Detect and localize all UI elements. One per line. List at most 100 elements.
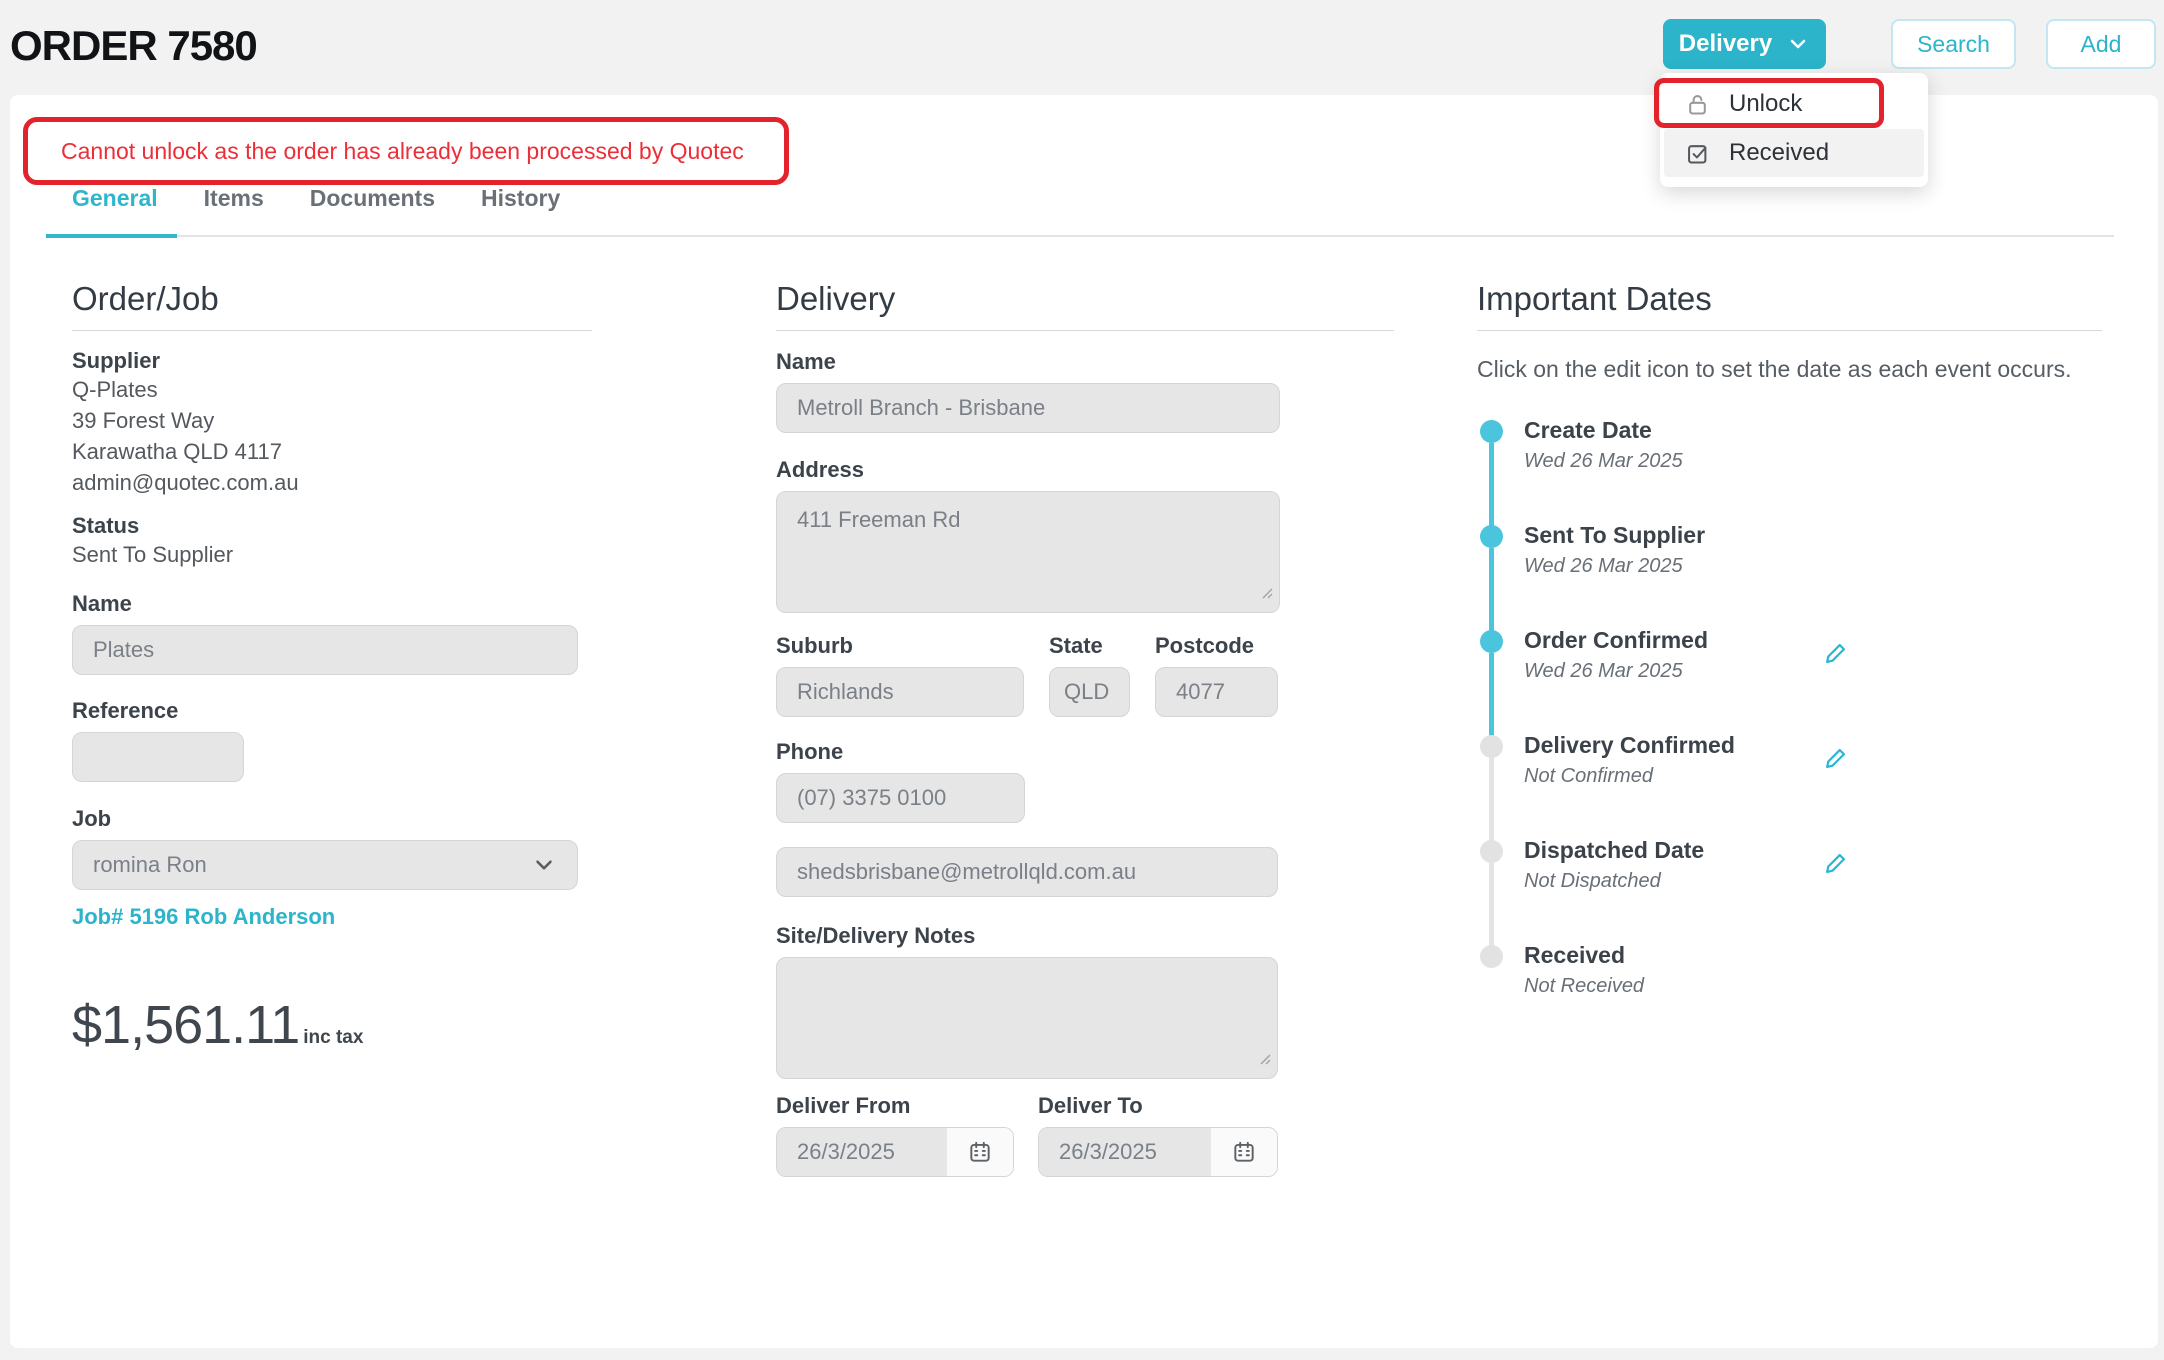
event-date: Wed 26 Mar 2025 [1524, 450, 1683, 472]
supplier-street: 39 Forest Way [72, 408, 215, 433]
delivery-name-label: Name [776, 349, 836, 374]
delivery-name-input[interactable] [776, 383, 1280, 433]
phone-input[interactable] [776, 773, 1025, 823]
timeline-event-create-date: Create Date Wed 26 Mar 2025 [1477, 417, 2125, 526]
event-title: Sent To Supplier [1524, 522, 1706, 548]
state-label: State [1049, 633, 1103, 658]
add-button[interactable]: Add [2046, 19, 2156, 69]
menu-item-label: Unlock [1729, 90, 1803, 117]
timeline-event-sent-to-supplier: Sent To Supplier Wed 26 Mar 2025 [1477, 522, 2125, 631]
address-label: Address [776, 457, 865, 482]
order-total-amount: $1,561.11 [72, 995, 300, 1055]
timeline-connector [1489, 653, 1494, 736]
suburb-label: Suburb [776, 633, 853, 658]
menu-item-received[interactable]: Received [1664, 129, 1924, 177]
timeline-event-delivery-confirmed: Delivery Confirmed Not Confirmed [1477, 732, 2125, 841]
postcode-label: Postcode [1155, 633, 1255, 658]
tab-general[interactable]: General [72, 185, 158, 211]
notes-label: Site/Delivery Notes [776, 923, 976, 948]
order-job-section: Order/Job Supplier Q-Plates 39 Forest Wa… [72, 280, 592, 1056]
chevron-down-icon [1786, 32, 1810, 56]
event-date: Not Dispatched [1524, 870, 1661, 892]
event-date: Not Confirmed [1524, 765, 1653, 787]
edit-icon[interactable] [1822, 849, 1850, 882]
chevron-down-icon [531, 852, 557, 878]
event-title: Order Confirmed [1524, 627, 1709, 653]
reference-label: Reference [72, 698, 179, 723]
status-value: Sent To Supplier [72, 542, 234, 567]
timeline-dot [1480, 525, 1503, 548]
active-tab-underline [46, 234, 177, 238]
event-date: Wed 26 Mar 2025 [1524, 660, 1683, 682]
job-select[interactable]: romina Ron [72, 840, 578, 890]
delivery-button[interactable]: Delivery [1663, 19, 1826, 69]
error-alert: Cannot unlock as the order has already b… [23, 117, 789, 185]
order-total-suffix: inc tax [303, 1027, 364, 1048]
notes-textarea[interactable] [776, 957, 1278, 1079]
supplier-city: Karawatha QLD 4117 [72, 439, 282, 464]
important-dates-instruction: Click on the edit icon to set the date a… [1477, 356, 2072, 382]
timeline-event-received: Received Not Received [1477, 942, 2125, 1008]
menu-item-unlock[interactable]: Unlock [1660, 79, 1928, 129]
event-title: Received [1524, 942, 1626, 968]
page-title: ORDER 7580 [10, 22, 258, 69]
timeline-dot [1480, 735, 1503, 758]
delivery-email-input[interactable] [776, 847, 1278, 897]
deliver-to-label: Deliver To [1038, 1093, 1143, 1118]
tab-items[interactable]: Items [203, 185, 264, 211]
timeline-dot [1480, 945, 1503, 968]
lock-icon [1684, 91, 1711, 118]
order-card: Cannot unlock as the order has already b… [10, 95, 2158, 1348]
edit-icon[interactable] [1822, 639, 1850, 672]
event-date: Wed 26 Mar 2025 [1524, 555, 1683, 577]
event-title: Delivery Confirmed [1524, 732, 1735, 758]
calendar-icon[interactable] [947, 1128, 1013, 1176]
timeline-dot [1480, 840, 1503, 863]
job-select-value: romina Ron [93, 852, 207, 877]
suburb-input[interactable] [776, 667, 1024, 717]
tab-divider [46, 235, 2114, 237]
timeline-connector [1489, 863, 1494, 946]
delivery-heading: Delivery [776, 280, 1394, 331]
timeline-dot [1480, 420, 1503, 443]
order-job-heading: Order/Job [72, 280, 592, 331]
menu-item-label: Received [1729, 139, 1830, 166]
timeline-connector [1489, 758, 1494, 841]
reference-input[interactable] [72, 732, 244, 782]
tab-history[interactable]: History [481, 185, 561, 211]
state-input[interactable] [1049, 667, 1130, 717]
event-title: Create Date [1524, 417, 1652, 443]
delivery-dropdown-menu: Unlock Received [1660, 73, 1928, 187]
tab-documents[interactable]: Documents [309, 185, 435, 211]
tab-bar: General Items Documents History [72, 185, 560, 212]
job-label: Job [72, 806, 112, 831]
timeline-dot [1480, 630, 1503, 653]
status-label: Status [72, 513, 140, 538]
address-textarea[interactable]: 411 Freeman Rd [776, 491, 1280, 613]
timeline-connector [1489, 443, 1494, 526]
important-dates-section: Important Dates Click on the edit icon t… [1477, 280, 2125, 1008]
order-name-label: Name [72, 591, 132, 616]
job-link[interactable]: Job# 5196 Rob Anderson [72, 904, 336, 929]
supplier-name: Q-Plates [72, 377, 158, 402]
page-right-margin [2158, 0, 2164, 1360]
order-name-input[interactable] [72, 625, 578, 675]
search-button[interactable]: Search [1891, 19, 2016, 69]
checkbox-icon [1684, 140, 1711, 167]
delivery-section: Delivery Name Address 411 Freeman Rd Sub… [776, 280, 1394, 1177]
delivery-button-label: Delivery [1678, 30, 1773, 57]
deliver-to-input[interactable]: 26/3/2025 [1038, 1127, 1278, 1177]
timeline-event-dispatched-date: Dispatched Date Not Dispatched [1477, 837, 2125, 946]
event-date: Not Received [1524, 975, 1645, 997]
timeline-event-order-confirmed: Order Confirmed Wed 26 Mar 2025 [1477, 627, 2125, 736]
deliver-from-input[interactable]: 26/3/2025 [776, 1127, 1014, 1177]
postcode-input[interactable] [1155, 667, 1278, 717]
dates-timeline: Create Date Wed 26 Mar 2025 Sent To Supp… [1477, 417, 2125, 1008]
phone-label: Phone [776, 739, 844, 764]
edit-icon[interactable] [1822, 744, 1850, 777]
timeline-connector [1489, 548, 1494, 631]
calendar-icon[interactable] [1211, 1128, 1277, 1176]
deliver-to-value: 26/3/2025 [1039, 1128, 1211, 1176]
deliver-from-label: Deliver From [776, 1093, 911, 1118]
supplier-email: admin@quotec.com.au [72, 470, 299, 495]
